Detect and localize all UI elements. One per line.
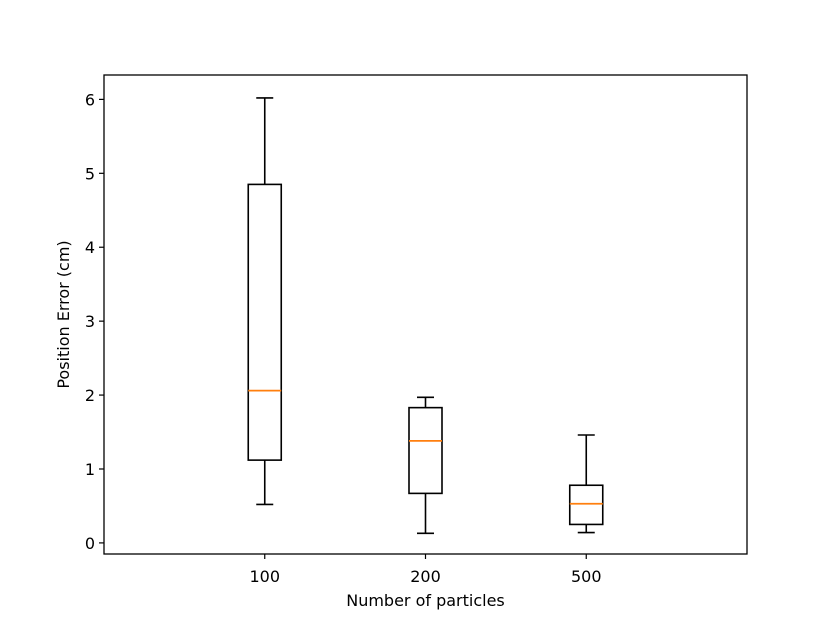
x-tick-label: 500	[571, 567, 602, 586]
x-tick-label: 200	[410, 567, 441, 586]
y-axis-label: Position Error (cm)	[54, 240, 73, 388]
y-tick-label: 0	[85, 534, 95, 553]
y-tick-label: 3	[85, 312, 95, 331]
plot-area-frame	[103, 74, 748, 555]
box-group-100	[247, 97, 283, 506]
y-tick-label: 2	[85, 386, 95, 405]
box-group-200	[408, 396, 443, 535]
x-axis: 100 200 500	[249, 554, 602, 586]
y-tick-label: 4	[85, 238, 95, 257]
y-tick-label: 5	[85, 164, 95, 183]
y-tick-label: 1	[85, 460, 95, 479]
y-tick-label: 6	[85, 90, 95, 109]
x-axis-label: Number of particles	[346, 591, 505, 610]
box-iqr	[568, 484, 604, 526]
box-iqr	[247, 183, 283, 461]
boxes-layer	[247, 97, 604, 535]
x-tick-label: 100	[249, 567, 280, 586]
box-iqr	[408, 406, 443, 495]
y-axis: 0 1 2 3 4 5 6	[85, 90, 104, 553]
box-group-500	[568, 434, 604, 534]
